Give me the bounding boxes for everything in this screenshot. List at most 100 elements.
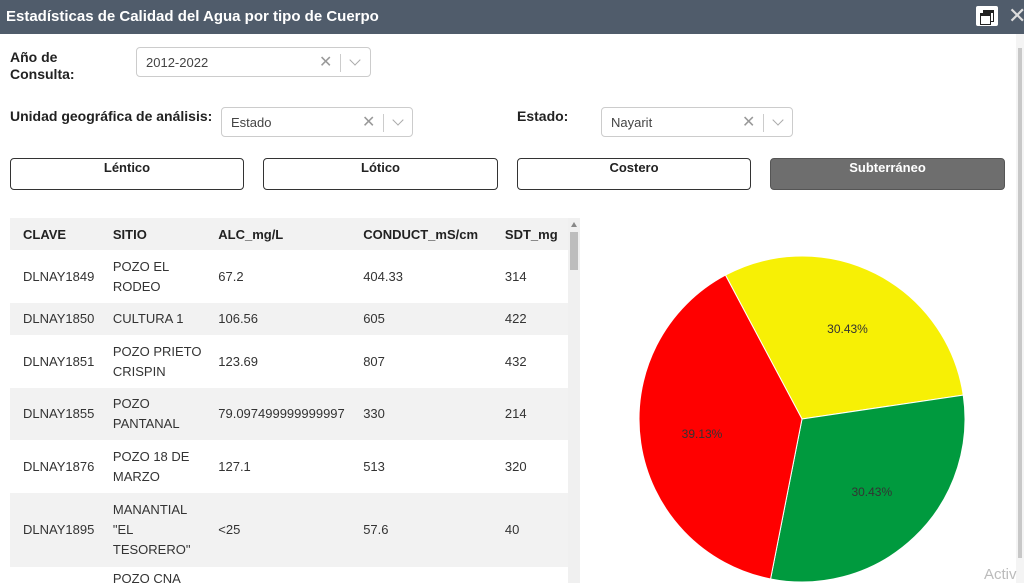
cell-clave: DLNAY1895 bbox=[10, 493, 100, 567]
cell-sitio-line: CULTURA 1 bbox=[112, 311, 184, 326]
cell-conduct: 513 bbox=[350, 440, 492, 493]
cell-sitio: POZO 18 DE MARZO bbox=[99, 440, 206, 493]
pie-slice-label: 30.43% bbox=[827, 322, 868, 336]
activation-watermark: Activ bbox=[984, 566, 1017, 583]
cell-alc: 123.69 bbox=[205, 335, 351, 388]
page-scrollbar[interactable] bbox=[1016, 34, 1024, 583]
cell-alc: <25 bbox=[205, 493, 351, 567]
cell-sdt: 432 bbox=[491, 335, 568, 388]
cell-clave bbox=[10, 567, 100, 583]
clear-icon[interactable]: ✕ bbox=[362, 114, 376, 131]
year-label-line1: Año de bbox=[10, 49, 58, 65]
cell-sdt: 422 bbox=[491, 303, 568, 335]
column-header-sdt[interactable]: SDT_mg bbox=[491, 218, 568, 250]
select-separator bbox=[340, 54, 341, 72]
table-row[interactable]: POZO CNA bbox=[10, 567, 568, 583]
pie-chart: 30.43% 30.43% 39.13% bbox=[638, 255, 966, 583]
cell-conduct bbox=[350, 567, 492, 583]
cell-alc: 79.097499999999997 bbox=[205, 388, 351, 440]
cell-sitio-line: POZO EL bbox=[112, 258, 170, 274]
cell-sitio: POZO PANTANAL bbox=[99, 388, 206, 440]
cell-sitio-line: POZO bbox=[112, 396, 150, 411]
cell-sitio-line: TESORERO" bbox=[112, 542, 191, 557]
clear-icon[interactable]: ✕ bbox=[319, 54, 333, 71]
cell-conduct: 330 bbox=[350, 388, 492, 440]
chevron-down-icon[interactable] bbox=[349, 54, 361, 66]
column-header-alc[interactable]: ALC_mg/L bbox=[205, 218, 351, 250]
state-select-value: Nayarit bbox=[611, 115, 653, 130]
cell-sdt: 314 bbox=[491, 250, 568, 303]
cell-sitio-line: POZO CNA bbox=[112, 571, 181, 583]
data-table: CLAVE SITIO ALC_mg/L CONDUCT_mS/cm SDT_m… bbox=[10, 218, 568, 583]
cell-sitio: POZO CNA bbox=[99, 567, 206, 583]
cell-sdt bbox=[491, 567, 568, 583]
cell-alc: 106.56 bbox=[205, 303, 351, 335]
window-titlebar: Estadísticas de Calidad del Agua por tip… bbox=[0, 0, 1024, 34]
page-scroll-thumb[interactable] bbox=[1018, 48, 1022, 558]
pie-slice[interactable] bbox=[769, 394, 966, 583]
cell-sitio: CULTURA 1 bbox=[99, 303, 206, 335]
table-row[interactable]: DLNAY1851 POZO PRIETO CRISPIN 123.69 807 … bbox=[10, 335, 568, 388]
cell-clave: DLNAY1851 bbox=[10, 335, 100, 388]
pie-slice-label: 30.43% bbox=[851, 485, 892, 499]
cell-sitio-line: CRISPIN bbox=[112, 363, 166, 379]
table-row[interactable]: DLNAY1895 MANANTIAL "EL TESORERO" <25 57.6… bbox=[10, 493, 568, 567]
clear-icon[interactable]: ✕ bbox=[742, 114, 756, 131]
table-scroll-thumb[interactable] bbox=[570, 232, 578, 270]
scroll-up-icon[interactable] bbox=[571, 222, 577, 227]
year-select-value: 2012-2022 bbox=[146, 55, 209, 70]
cell-sitio-line: POZO PRIETO bbox=[112, 343, 202, 359]
cell-sitio: POZO EL RODEO bbox=[99, 250, 206, 303]
cell-sitio-line: MANANTIAL bbox=[112, 502, 188, 517]
pie-slice[interactable] bbox=[724, 255, 964, 420]
cell-clave: DLNAY1850 bbox=[10, 303, 100, 335]
select-separator bbox=[763, 114, 764, 132]
table-row[interactable]: DLNAY1876 POZO 18 DE MARZO 127.1 513 320 bbox=[10, 440, 568, 493]
cell-alc bbox=[205, 567, 351, 583]
unit-select-value: Estado bbox=[231, 115, 272, 130]
cell-alc: 127.1 bbox=[205, 440, 351, 493]
year-label: Año de Consulta: bbox=[10, 49, 75, 83]
column-header-clave[interactable]: CLAVE bbox=[10, 218, 100, 250]
pie-slice[interactable] bbox=[638, 274, 803, 580]
cell-sitio-line: RODEO bbox=[112, 278, 161, 294]
close-button[interactable]: ✕ bbox=[1008, 3, 1024, 28]
tab-subterraneo[interactable]: Subterráneo bbox=[770, 158, 1005, 190]
unit-label: Unidad geográfica de análisis: bbox=[10, 108, 213, 124]
pie-slice-label: 39.13% bbox=[682, 427, 723, 441]
tab-lotico[interactable]: Lótico bbox=[263, 158, 498, 190]
state-select[interactable]: Nayarit ✕ bbox=[601, 107, 793, 137]
cell-clave: DLNAY1855 bbox=[10, 388, 100, 440]
cell-sitio-line: PANTANAL bbox=[112, 416, 180, 431]
column-header-conduct[interactable]: CONDUCT_mS/cm bbox=[350, 218, 492, 250]
cell-sitio: MANANTIAL "EL TESORERO" bbox=[99, 493, 206, 567]
cell-conduct: 807 bbox=[350, 335, 492, 388]
cell-sdt: 320 bbox=[491, 440, 568, 493]
restore-window-icon-front bbox=[980, 13, 991, 25]
restore-window-button[interactable] bbox=[976, 6, 998, 26]
cell-sitio-line: POZO 18 DE bbox=[112, 448, 190, 464]
cell-clave: DLNAY1849 bbox=[10, 250, 100, 303]
cell-sdt: 214 bbox=[491, 388, 568, 440]
table-row[interactable]: DLNAY1849 POZO EL RODEO 67.2 404.33 314 bbox=[10, 250, 568, 303]
cell-sitio-line: "EL bbox=[112, 522, 134, 537]
cell-sitio-line: MARZO bbox=[112, 468, 160, 484]
column-header-sitio[interactable]: SITIO bbox=[99, 218, 206, 250]
cell-sitio: POZO PRIETO CRISPIN bbox=[99, 335, 206, 388]
cell-clave: DLNAY1876 bbox=[10, 440, 100, 493]
year-select[interactable]: 2012-2022 ✕ bbox=[136, 47, 371, 77]
cell-sdt: 40 bbox=[491, 493, 568, 567]
chevron-down-icon[interactable] bbox=[772, 114, 784, 126]
tab-lentico[interactable]: Léntico bbox=[10, 158, 244, 190]
year-label-line2: Consulta: bbox=[10, 66, 75, 82]
cell-alc: 67.2 bbox=[205, 250, 351, 303]
unit-select[interactable]: Estado ✕ bbox=[221, 107, 413, 137]
data-table-container: CLAVE SITIO ALC_mg/L CONDUCT_mS/cm SDT_m… bbox=[10, 218, 568, 583]
window-title: Estadísticas de Calidad del Agua por tip… bbox=[6, 8, 379, 25]
table-row[interactable]: DLNAY1855 POZO PANTANAL 79.09749999999999… bbox=[10, 388, 568, 440]
table-row[interactable]: DLNAY1850 CULTURA 1 106.56 605 422 bbox=[10, 303, 568, 335]
chevron-down-icon[interactable] bbox=[392, 114, 404, 126]
tab-costero[interactable]: Costero bbox=[517, 158, 751, 190]
table-scrollbar[interactable] bbox=[568, 218, 580, 583]
state-label: Estado: bbox=[517, 108, 569, 124]
